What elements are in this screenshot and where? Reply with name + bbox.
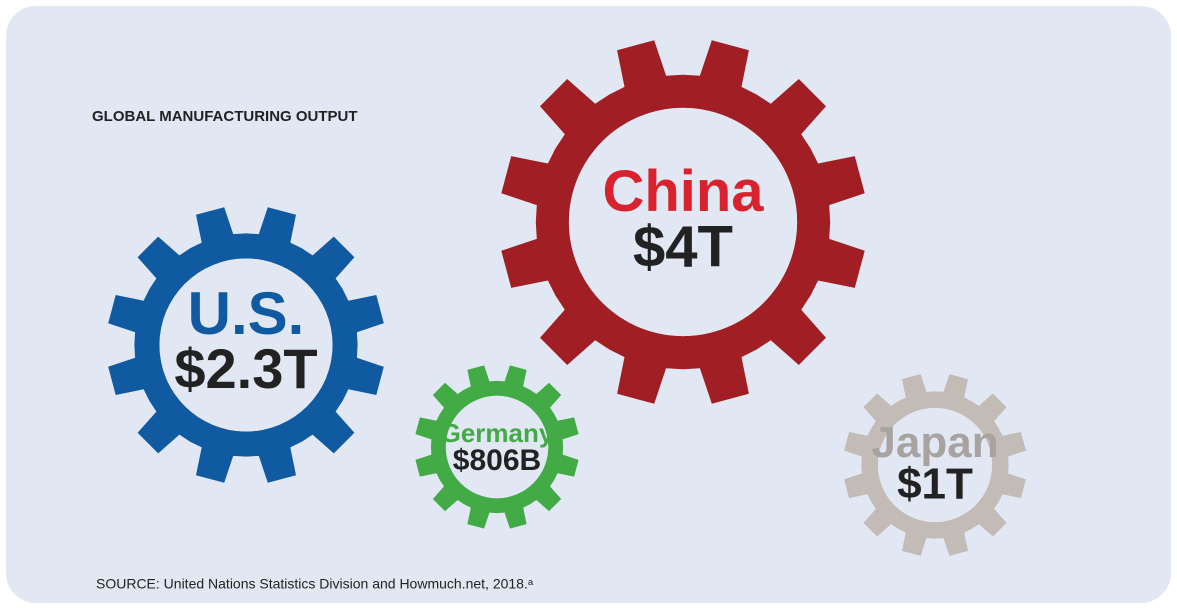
gear-center: [159, 258, 333, 432]
gear-center: [445, 395, 549, 499]
value-label: $4T: [633, 214, 733, 279]
gear: [501, 40, 865, 404]
chart-title: GLOBAL MANUFACTURING OUTPUT: [92, 108, 358, 125]
value-label: $2.3T: [174, 337, 317, 400]
category-label: U.S.: [188, 280, 305, 347]
gear-center: [568, 107, 798, 337]
gear-center: [877, 407, 993, 523]
gear: [108, 207, 384, 483]
category-label: China: [602, 159, 764, 224]
category-label: Japan: [871, 418, 998, 467]
gear: [844, 374, 1026, 556]
value-label: $1T: [897, 460, 973, 509]
gear: [415, 365, 579, 529]
category-label: Germany: [441, 418, 554, 448]
value-label: $806B: [453, 444, 541, 477]
source: SOURCE: United Nations Statistics Divisi…: [96, 576, 534, 592]
